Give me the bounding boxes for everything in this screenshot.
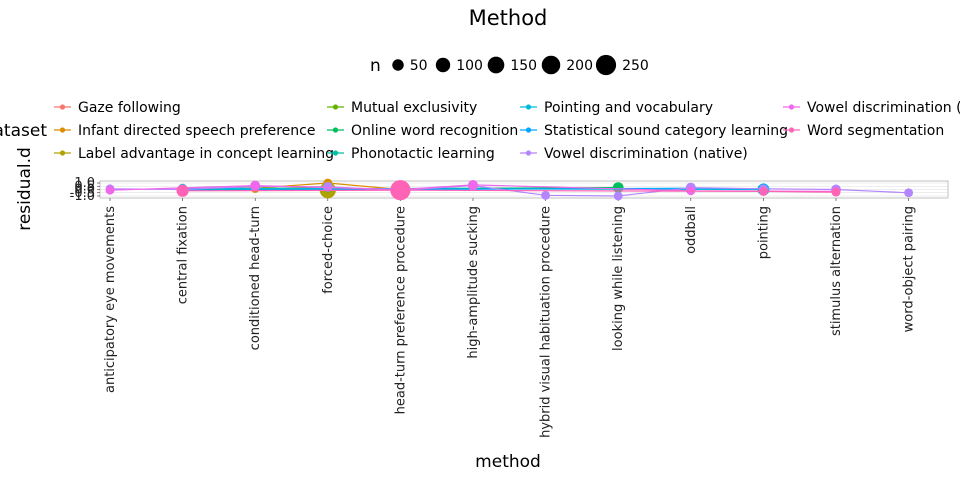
legend-key-dot [788,127,795,133]
size-legend-dot-50 [392,59,404,71]
x-tick-label: pointing [756,206,771,259]
x-tick-label: central fixation [176,206,191,304]
size-legend: n 50 100 150 200 250 [370,54,649,76]
legend-key-dot [59,127,66,133]
legend-item-word-segmentation: Word segmentation [783,123,944,139]
x-tick-label: oddball [684,206,699,254]
legend-item-pointing-and-vocabulary: Pointing and vocabulary [520,100,713,116]
y-axis: -1.0-0.50.00.51.0 [70,176,100,204]
legend-label: Vowel discrimination (native) [544,146,748,162]
legend-item-phonotactic-learning: Phonotactic learning [327,146,495,162]
size-legend-dot-100 [435,57,451,73]
legend-key-dot [332,150,339,156]
legend-label: Word segmentation [807,123,944,139]
x-tick-label: head-turn preference procedure [393,206,408,414]
legend-item-vowel-discrimination-native: Vowel discrimination (native) [520,146,748,162]
legend-item-statistical-sound-category-learning: Statistical sound category learning [520,123,788,139]
size-legend-label: 100 [456,58,483,74]
legend-key-dot [525,127,532,133]
y-tick-label: 0.0 [74,183,95,198]
x-tick-label: forced-choice [321,206,336,294]
legend-key-dot [59,104,66,110]
x-tick-label: word-object pairing [902,206,917,332]
x-tick-label: looking while listening [611,206,626,351]
legend-key-dot [332,127,339,133]
data-point [390,180,411,201]
legend-label: Vowel discrimination (non-native) [807,100,960,116]
legend-key-dot [332,104,339,110]
legend-item-infant-directed-speech-preference: Infant directed speech preference [54,123,315,139]
legend-key-dot [788,104,795,110]
series-layer [105,178,914,201]
size-legend-dot-250 [595,54,617,76]
size-legend-dot-150 [487,56,505,74]
legend-key-dot [525,150,532,156]
chart-title: Method [469,6,548,30]
x-tick-label: anticipatory eye movements [103,206,118,393]
legend-key-dot [59,150,66,156]
color-legend: dataset Gaze following Infant directed sp… [0,100,960,162]
size-legend-title: n [370,56,381,76]
y-tick-label: -0.5 [70,186,95,201]
size-legend-dot-200 [541,55,561,75]
x-tick-label: conditioned head-turn [248,206,263,350]
size-legend-label: 150 [510,58,537,74]
size-legend-label: 200 [566,58,593,74]
y-tick-label: 1.0 [74,176,95,191]
x-tick-label: stimulus alternation [829,206,844,336]
legend-label: Label advantage in concept learning [78,146,334,162]
series-word-segmentation [176,180,841,201]
color-legend-title: dataset [0,121,47,141]
data-point [176,184,189,197]
legend-item-mutual-exclusivity: Mutual exclusivity [327,100,477,116]
size-legend-label: 50 [410,58,428,74]
legend-item-label-advantage-in-concept-learning: Label advantage in concept learning [54,146,334,162]
x-tick-label: hybrid visual habituation procedure [539,206,554,438]
legend-label: Pointing and vocabulary [544,100,713,116]
legend-item-gaze-following: Gaze following [54,100,181,116]
data-point [541,190,551,200]
data-point [250,180,261,191]
legend-label: Statistical sound category learning [544,123,788,139]
legend-item-vowel-discrimination-non-native: Vowel discrimination (non-native) [783,100,960,116]
series-line [182,189,837,193]
data-point [322,181,333,192]
plot-area: -1.0-0.50.00.51.0 anticipatory eye movem… [70,176,949,438]
data-point [612,182,624,193]
data-point [468,180,478,190]
y-axis-title: residual.d [15,147,35,231]
legend-label: Online word recognition [351,123,518,139]
legend-label: Phonotactic learning [351,146,495,162]
data-point [105,185,115,195]
legend-label: Infant directed speech preference [78,123,315,139]
data-point [904,188,914,198]
legend-item-online-word-recognition: Online word recognition [327,123,518,139]
data-point [831,187,841,197]
data-point [758,187,768,196]
y-tick-label: 0.5 [74,179,95,194]
data-point [613,191,623,201]
legend-key-dot [525,104,532,110]
x-axis: anticipatory eye movements central fixati… [103,198,917,438]
x-axis-title: method [475,452,541,472]
y-tick-label: -1.0 [70,189,95,204]
legend-label: Mutual exclusivity [351,100,477,116]
x-tick-label: high-amplitude sucking [466,206,481,359]
legend-label: Gaze following [78,100,181,116]
size-legend-label: 250 [622,58,649,74]
